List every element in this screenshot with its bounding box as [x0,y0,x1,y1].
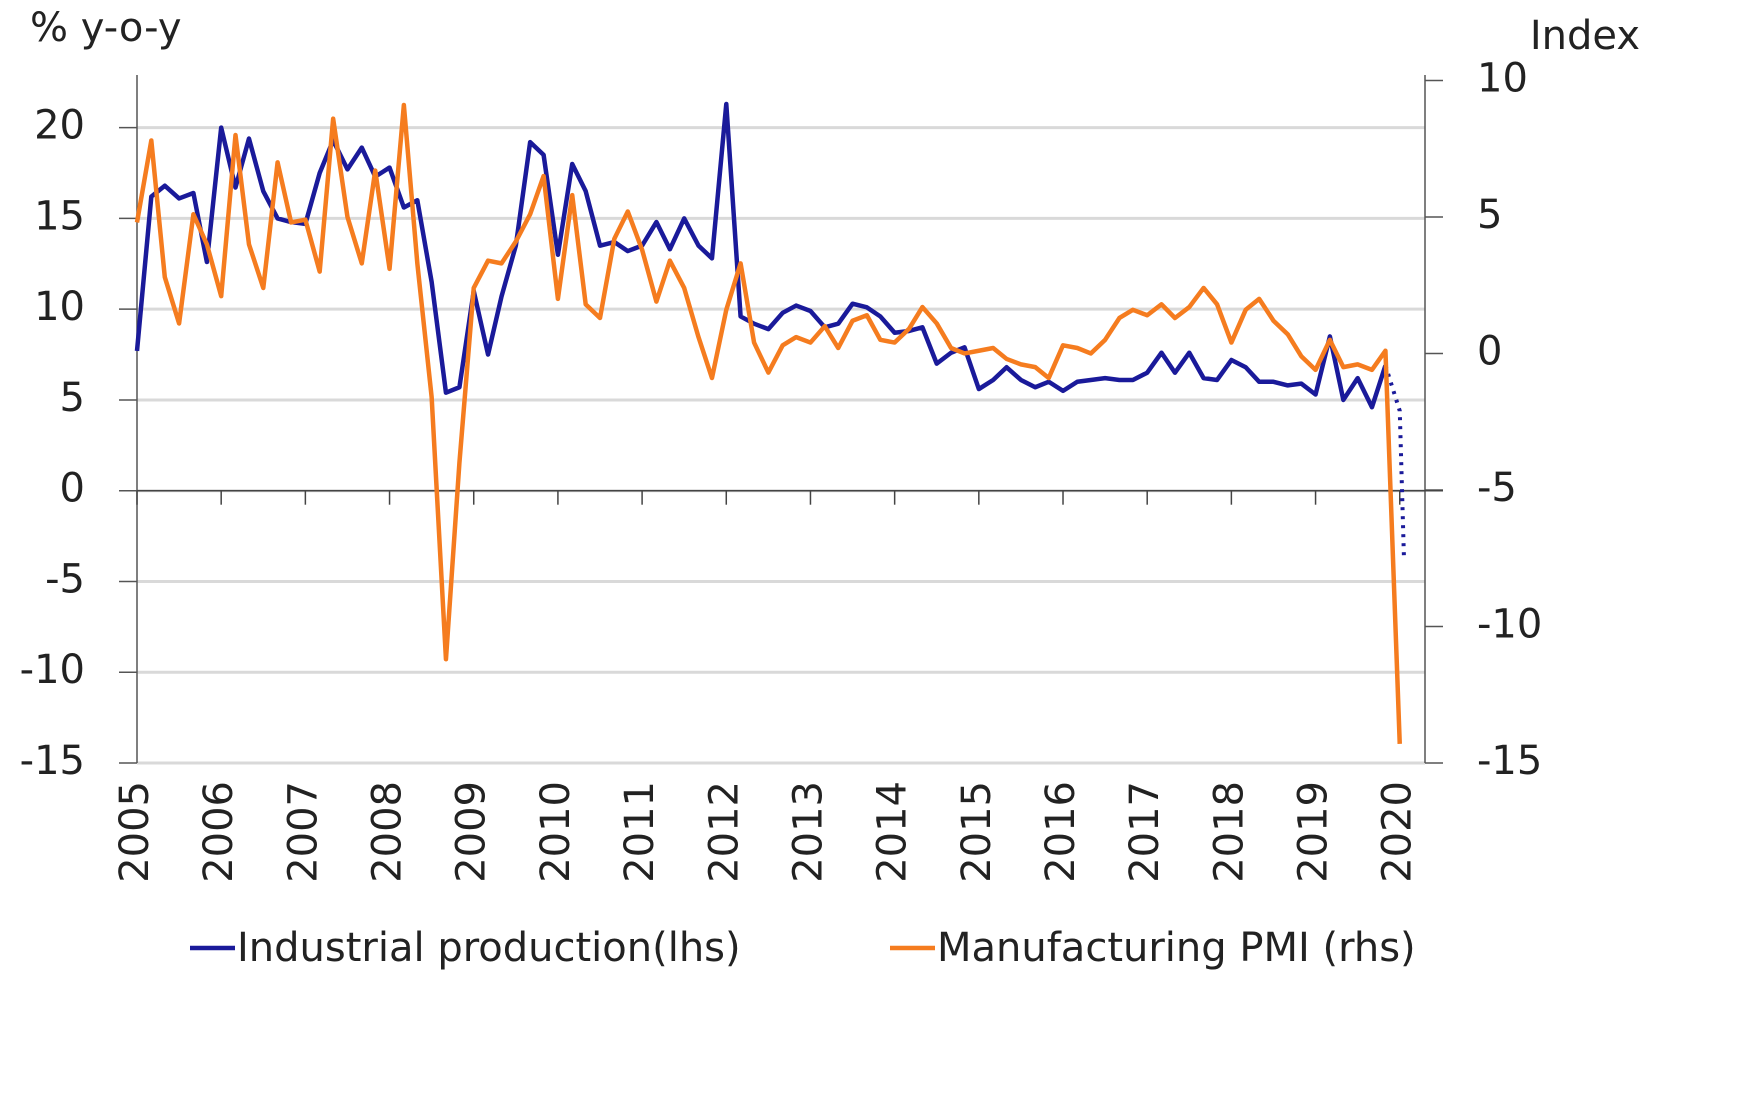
y2-tick-label: -5 [1477,465,1517,511]
y2-axis-label: Index [1530,13,1640,59]
x-tick-label: 2017 [1122,781,1168,883]
x-tick-label: 2020 [1375,781,1421,883]
x-tick-label: 2005 [112,781,158,883]
y-axis-label: % y-o-y [30,5,181,51]
y2-tick-label: -15 [1477,738,1542,784]
y2-tick-label: 5 [1477,192,1502,238]
x-tick-label: 2011 [617,781,663,883]
y-tick-label: -5 [45,556,85,602]
y2-tick-label: 0 [1477,328,1502,374]
series-line-dotted [1383,364,1406,558]
y-tick-label: 5 [60,375,85,421]
series-line [134,102,1402,744]
y-tick-label: -15 [20,738,85,784]
x-tick-label: 2008 [365,781,411,883]
x-tick-label: 2014 [870,781,916,883]
x-tick-label: 2019 [1291,781,1337,883]
y2-tick-label: 10 [1477,55,1528,101]
x-tick-label: 2009 [449,781,495,883]
y-tick-label: 0 [60,466,85,512]
x-tick-label: 2007 [280,781,326,883]
x-tick-label: 2006 [196,781,242,883]
legend-label: Industrial production(lhs) [237,925,741,971]
x-tick-label: 2013 [785,781,831,883]
y2-tick-label: -10 [1477,601,1542,647]
y-tick-label: 15 [34,193,85,239]
x-tick-label: 2015 [954,781,1000,883]
x-tick-label: 2012 [701,781,747,883]
x-tick-label: 2016 [1038,781,1084,883]
series-line [134,101,1388,410]
y-tick-label: -10 [20,647,85,693]
legend-label: Manufacturing PMI (rhs) [937,925,1416,971]
x-tick-label: 2010 [533,781,579,883]
y-tick-label: 20 [34,103,85,149]
x-tick-label: 2018 [1206,781,1252,883]
y-tick-label: 10 [34,284,85,330]
